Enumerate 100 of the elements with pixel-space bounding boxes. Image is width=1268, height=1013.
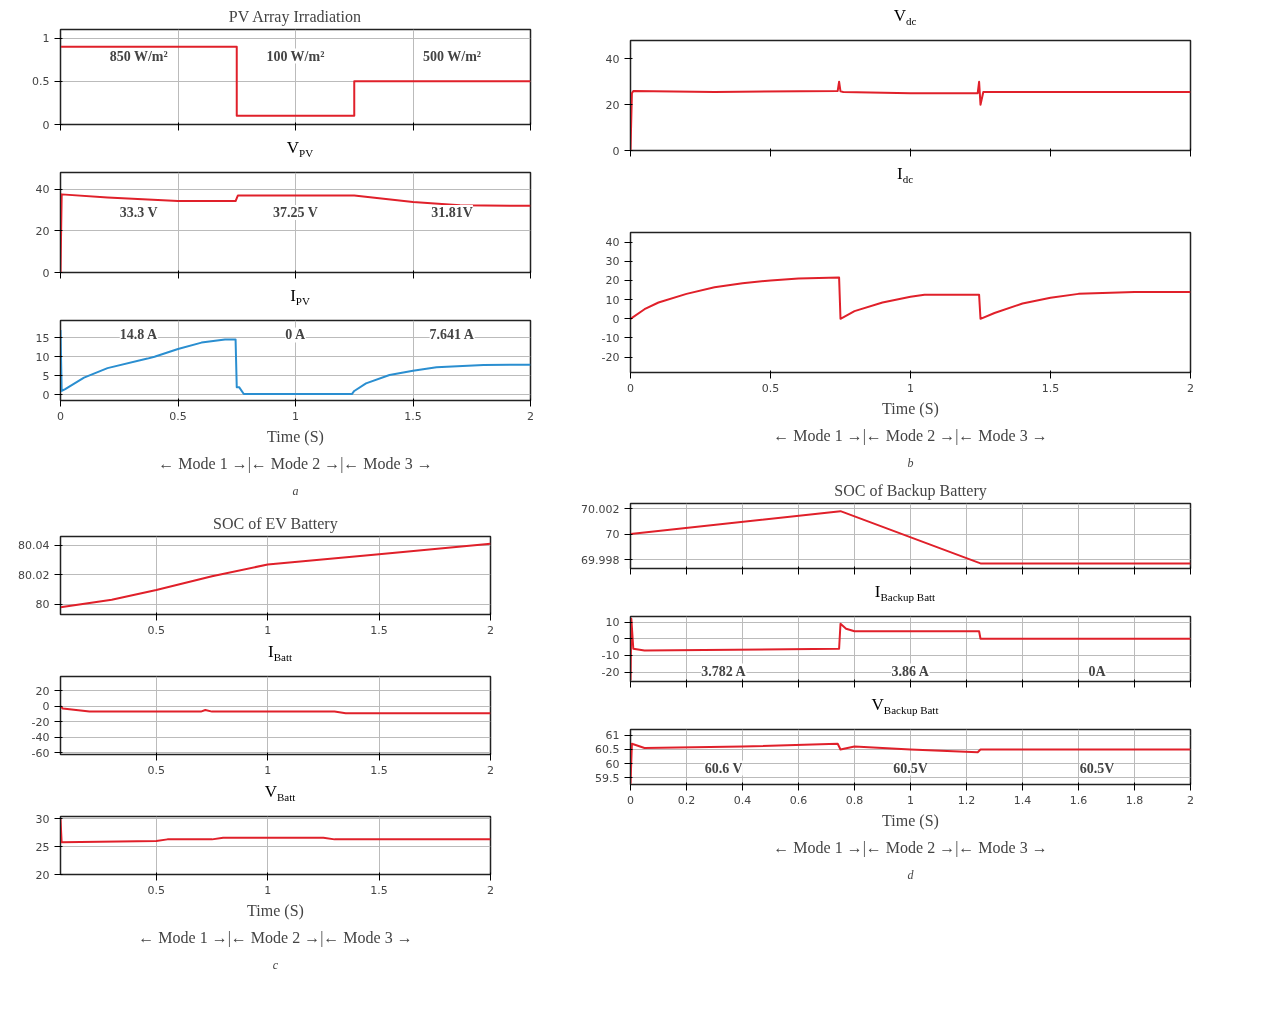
y-tick-label: 30 <box>35 812 50 826</box>
y-tick-label: 0 <box>612 632 620 646</box>
x-axis-title: Time (S) <box>882 811 939 830</box>
x-tick-label: 2 <box>487 883 494 897</box>
y-tick-label: 15 <box>35 331 50 345</box>
chart-title: SOC of EV Battery <box>213 514 338 533</box>
y-tick-label: 40 <box>605 236 620 250</box>
y-tick-label: 20 <box>35 224 50 238</box>
x-tick-label: 0.4 <box>733 793 752 807</box>
x-tick-label: 2 <box>487 763 494 777</box>
x-tick-label: 1 <box>292 409 299 423</box>
annotation: 850 W/m² <box>109 48 168 64</box>
y-tick-label: 70.002 <box>581 502 620 516</box>
x-tick-label: 2 <box>487 623 494 637</box>
y-tick-label: -10 <box>601 649 620 663</box>
text: a <box>292 483 299 498</box>
y-tick-label: 0 <box>42 700 50 714</box>
annotation: 3.782 A <box>701 663 747 679</box>
y-tick-label: 0 <box>42 266 50 280</box>
x-tick-label: 0.5 <box>147 623 166 637</box>
x-tick-label: 1 <box>264 883 272 897</box>
y-tick-label: -60 <box>31 746 50 760</box>
x-tick-label: 1.4 <box>1013 793 1032 807</box>
chart-title: I$_{dc}$ <box>896 163 914 188</box>
line-series <box>60 329 531 396</box>
chart-title: V$_{dc}$ <box>893 5 917 30</box>
chart-title: V$_{Backup Batt}$ <box>871 694 939 719</box>
chart-title: I$_{Batt}$ <box>267 641 292 666</box>
annotation: 37.25 V <box>272 205 318 220</box>
y-tick-label: 1 <box>42 32 50 46</box>
annotation: 100 W/m² <box>266 48 325 64</box>
x-tick-label: 0.5 <box>147 883 166 897</box>
x-tick-label: 0 <box>627 793 634 807</box>
x-tick-label: 1.5 <box>370 763 388 777</box>
y-tick-label: -20 <box>31 715 50 729</box>
x-tick-label: 0.2 <box>677 793 696 807</box>
text: ← Mode 1 →|← Mode 2 →|← Mode 3 → <box>773 426 1048 445</box>
y-tick-label: 20 <box>605 274 620 288</box>
y-tick-label: 10 <box>605 616 620 630</box>
text: b <box>907 455 914 470</box>
x-tick-label: 2 <box>1187 381 1194 395</box>
x-tick-label: 0.5 <box>761 381 780 395</box>
y-tick-label: 80.04 <box>18 539 50 553</box>
annotation: 7.641 A <box>429 327 475 343</box>
line-series <box>630 742 1191 785</box>
y-tick-label: 20 <box>35 868 50 882</box>
y-tick-label: -20 <box>601 666 620 680</box>
y-tick-label: 80 <box>35 598 50 612</box>
text: ← Mode 1 →|← Mode 2 →|← Mode 3 → <box>773 838 1048 857</box>
y-tick-label: 40 <box>35 183 50 197</box>
chart-title: I$_{Backup Batt}$ <box>874 581 936 606</box>
x-tick-label: 1.5 <box>404 409 422 423</box>
y-tick-label: 60 <box>605 757 620 771</box>
annotation: 3.86 A <box>891 663 930 679</box>
y-tick-label: -20 <box>601 351 620 365</box>
y-tick-label: 5 <box>42 369 50 383</box>
x-tick-label: 1 <box>264 623 272 637</box>
x-tick-label: 0.5 <box>169 409 187 423</box>
x-tick-label: 0 <box>627 381 634 395</box>
chart-title: I$_{PV}$ <box>290 285 310 310</box>
x-tick-label: 1.8 <box>1125 793 1144 807</box>
y-tick-label: 70 <box>605 528 620 542</box>
x-tick-label: 0 <box>57 409 64 423</box>
text: ← Mode 1 →|← Mode 2 →|← Mode 3 → <box>138 928 413 947</box>
x-axis-title: Time (S) <box>247 901 304 920</box>
x-axis-title: Time (S) <box>882 399 939 418</box>
y-tick-label: -40 <box>31 731 50 745</box>
chart-title: PV Array Irradiation <box>228 7 361 26</box>
x-tick-label: 0.5 <box>147 763 166 777</box>
x-tick-label: 1.5 <box>370 623 388 637</box>
y-tick-label: 80.02 <box>18 568 50 582</box>
x-tick-label: 1 <box>907 381 914 395</box>
y-tick-label: 0 <box>612 312 620 326</box>
line-series <box>630 80 1191 151</box>
y-tick-label: 10 <box>35 350 50 364</box>
x-tick-label: 0.6 <box>789 793 808 807</box>
annotation: 14.8 A <box>119 327 159 343</box>
line-series <box>60 705 491 715</box>
line-series <box>630 276 1191 320</box>
y-tick-label: 60.5 <box>595 743 620 757</box>
annotation: 33.3 V <box>119 205 158 220</box>
chart-title: V$_{Batt}$ <box>264 781 296 806</box>
line-series <box>630 617 1191 682</box>
y-tick-label: 0.5 <box>32 75 50 89</box>
annotation: 60.6 V <box>704 760 743 776</box>
text: c <box>272 957 279 972</box>
y-tick-label: 61 <box>605 729 620 743</box>
x-tick-label: 1 <box>264 763 272 777</box>
annotation: 60.5V <box>893 760 928 776</box>
y-tick-label: 20 <box>35 684 50 698</box>
y-tick-label: 0 <box>42 118 50 132</box>
x-tick-label: 1.6 <box>1069 793 1088 807</box>
y-tick-label: 40 <box>605 52 620 66</box>
x-axis-title: Time (S) <box>267 427 324 446</box>
annotation: 500 W/m² <box>423 48 482 64</box>
y-tick-label: -10 <box>601 331 620 345</box>
x-tick-label: 1 <box>907 793 914 807</box>
text: ← Mode 1 →|← Mode 2 →|← Mode 3 → <box>158 454 433 473</box>
text: d <box>907 867 915 882</box>
x-tick-label: 2 <box>527 409 534 423</box>
